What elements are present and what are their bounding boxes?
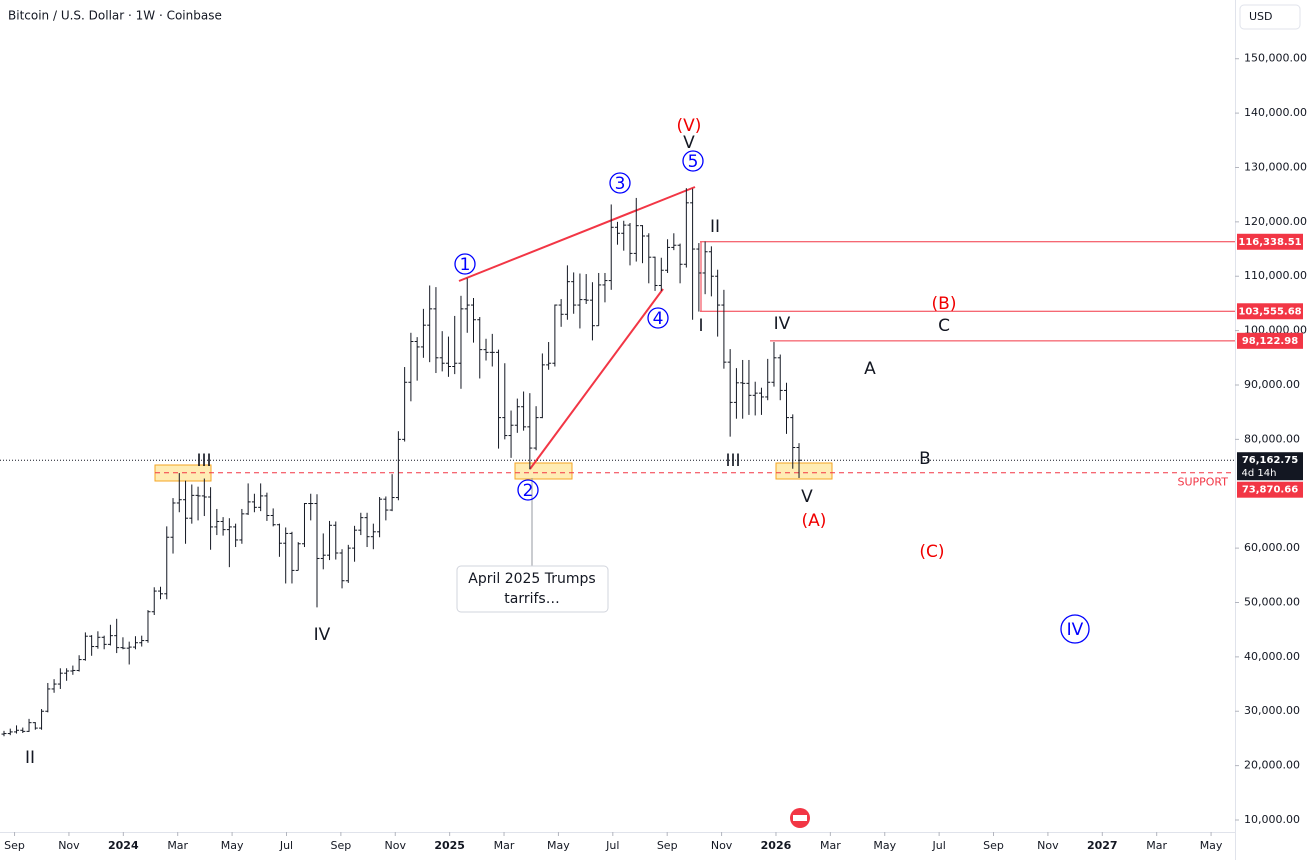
- current-price-label: 76,162.75: [1242, 455, 1298, 466]
- wave-label: 3: [615, 174, 626, 194]
- x-tick-label: 2027: [1087, 839, 1118, 852]
- wave-label: 2: [523, 481, 534, 501]
- x-tick-label: 2024: [108, 839, 139, 852]
- wave-label: 4: [653, 309, 664, 329]
- wave-label: (A): [802, 511, 827, 531]
- x-tick-label: Nov: [385, 839, 407, 852]
- support-text: SUPPORT: [1177, 476, 1228, 489]
- y-tick-label: 120,000.00: [1244, 215, 1307, 228]
- y-tick-label: 50,000.00: [1244, 595, 1300, 608]
- x-tick-label: Sep: [983, 839, 1004, 852]
- wave-label: IV: [774, 314, 791, 334]
- y-tick-label: 30,000.00: [1244, 704, 1300, 717]
- level-label: 98,122.98: [1242, 336, 1298, 347]
- currency-button[interactable]: [1239, 4, 1301, 30]
- wave-label: IV: [1067, 620, 1084, 640]
- callout-box: [456, 565, 609, 613]
- y-tick-label: 10,000.00: [1244, 813, 1300, 826]
- wave-label: A: [864, 359, 876, 379]
- y-tick-label: 140,000.00: [1244, 106, 1307, 119]
- x-tick-label: Nov: [711, 839, 733, 852]
- y-tick-label: 110,000.00: [1244, 269, 1307, 282]
- callout-text: tarrifs…: [504, 591, 559, 607]
- wave-label: C: [938, 316, 950, 336]
- y-tick-label: 80,000.00: [1244, 432, 1300, 445]
- x-tick-label: May: [873, 839, 896, 852]
- chart-title: Bitcoin / U.S. Dollar · 1W · Coinbase: [8, 9, 222, 23]
- trend-line: [458, 186, 696, 282]
- x-tick-label: 2026: [761, 839, 792, 852]
- level-label: 116,338.51: [1238, 237, 1301, 248]
- countdown-label: 4d 14h: [1242, 468, 1277, 479]
- y-tick-label: 130,000.00: [1244, 160, 1307, 173]
- wave-label: (V): [677, 116, 702, 136]
- wave-circle: [517, 479, 539, 501]
- support-label-box: [1237, 481, 1303, 498]
- x-tick-label: Nov: [1037, 839, 1059, 852]
- x-tick-label: Mar: [820, 839, 841, 852]
- level-label-box: [1237, 233, 1303, 250]
- x-tick-label: Mar: [167, 839, 188, 852]
- y-tick-label: 150,000.00: [1244, 52, 1307, 65]
- wave-circle: [682, 150, 704, 172]
- support-zone: [775, 462, 833, 480]
- wave-label: 1: [460, 255, 471, 275]
- support-zone: [514, 462, 573, 480]
- wave-circle: [1060, 614, 1090, 644]
- wave-label: (C): [919, 542, 944, 562]
- wave-label: B: [919, 449, 931, 469]
- y-tick-label: 40,000.00: [1244, 650, 1300, 663]
- current-price-box: [1237, 452, 1303, 481]
- level-label: 103,555.68: [1238, 306, 1301, 317]
- wave-label: V: [801, 487, 813, 507]
- x-tick-label: May: [1200, 839, 1223, 852]
- x-tick-label: 2025: [434, 839, 465, 852]
- x-tick-label: Mar: [1146, 839, 1167, 852]
- wave-label: V: [683, 133, 695, 153]
- x-tick-label: May: [547, 839, 570, 852]
- x-tick-label: Jul: [605, 839, 619, 852]
- wave-label: 5: [688, 152, 699, 172]
- x-tick-label: Jul: [279, 839, 293, 852]
- wave-label: IV: [314, 625, 331, 645]
- level-label-box: [1237, 332, 1303, 349]
- y-tick-label: 90,000.00: [1244, 378, 1300, 391]
- support-label: 73,870.66: [1242, 485, 1298, 496]
- level-label-box: [1237, 303, 1303, 320]
- wave-circle: [647, 307, 669, 329]
- wave-label: II: [25, 748, 35, 768]
- x-tick-label: Mar: [494, 839, 515, 852]
- y-tick-label: 20,000.00: [1244, 759, 1300, 772]
- wave-label: III: [725, 451, 740, 471]
- callout-text: April 2025 Trumps: [468, 571, 595, 587]
- x-tick-label: Sep: [331, 839, 352, 852]
- wave-label: I: [698, 316, 703, 336]
- event-flag-stripe: [793, 815, 807, 821]
- x-tick-label: Nov: [58, 839, 80, 852]
- x-tick-label: Sep: [4, 839, 25, 852]
- wave-circle: [609, 172, 631, 194]
- x-tick-label: May: [221, 839, 244, 852]
- currency-label[interactable]: USD: [1249, 10, 1273, 23]
- wave-label: II: [710, 217, 720, 237]
- x-tick-label: Sep: [657, 839, 678, 852]
- x-tick-label: Jul: [931, 839, 945, 852]
- wave-label: (B): [932, 294, 957, 314]
- y-tick-label: 60,000.00: [1244, 541, 1300, 554]
- wave-circle: [454, 253, 476, 275]
- wave-label: III: [196, 451, 211, 471]
- trend-line: [529, 288, 664, 470]
